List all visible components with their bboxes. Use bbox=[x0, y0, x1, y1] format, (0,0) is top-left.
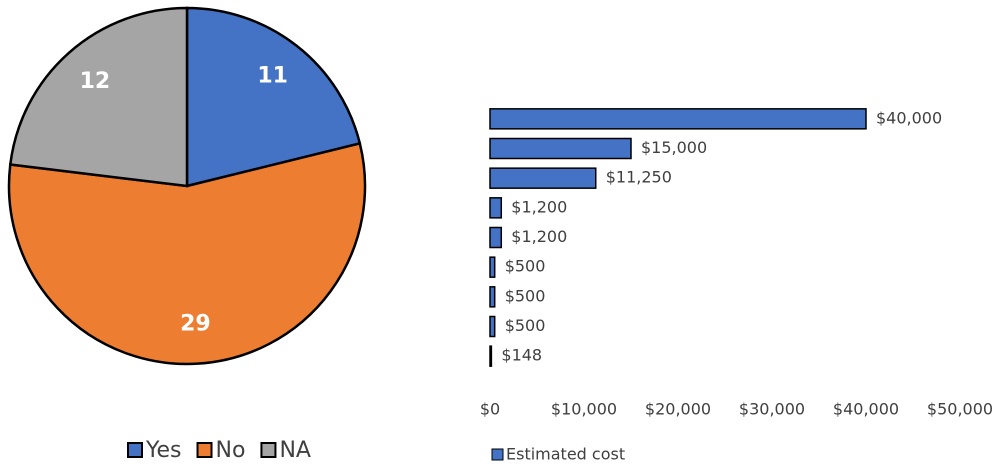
value-label: $40,000 bbox=[876, 108, 942, 127]
bar bbox=[489, 108, 867, 130]
bar bbox=[489, 256, 496, 278]
x-tick-label: $40,000 bbox=[833, 400, 899, 419]
bar bbox=[489, 315, 496, 338]
slice-label: 29 bbox=[180, 312, 211, 337]
x-tick-label: $20,000 bbox=[645, 400, 711, 419]
legend-swatch bbox=[260, 442, 277, 458]
value-label: $500 bbox=[505, 316, 546, 335]
legend-label: Estimated cost bbox=[506, 445, 625, 464]
value-label: $1,200 bbox=[511, 227, 567, 246]
legend-swatch bbox=[491, 448, 504, 461]
bar bbox=[489, 286, 496, 308]
value-label: $500 bbox=[505, 257, 546, 276]
value-label: $148 bbox=[501, 346, 542, 365]
legend-label: Yes bbox=[145, 438, 182, 463]
value-label: $15,000 bbox=[641, 138, 707, 157]
pie-slice bbox=[185, 6, 362, 188]
bar bbox=[489, 137, 632, 160]
value-label: $1,200 bbox=[511, 197, 567, 216]
bar bbox=[489, 345, 493, 367]
bar bbox=[489, 167, 597, 189]
legend-swatch bbox=[196, 442, 213, 458]
legend-label: NA bbox=[279, 438, 311, 463]
bar bbox=[489, 226, 503, 249]
value-label: $500 bbox=[505, 286, 546, 305]
slice-label: 12 bbox=[80, 69, 111, 94]
legend-swatch bbox=[127, 442, 143, 458]
x-tick-label: $50,000 bbox=[927, 400, 993, 419]
x-tick-label: $30,000 bbox=[739, 400, 805, 419]
bar bbox=[489, 197, 503, 219]
x-tick-label: $10,000 bbox=[551, 400, 617, 419]
value-label: $11,250 bbox=[606, 168, 672, 187]
pie-slice bbox=[8, 6, 189, 188]
legend-label: No bbox=[216, 438, 246, 463]
x-tick-label: $0 bbox=[480, 400, 500, 419]
pie-slice bbox=[7, 141, 367, 366]
slice-label: 11 bbox=[257, 64, 288, 89]
